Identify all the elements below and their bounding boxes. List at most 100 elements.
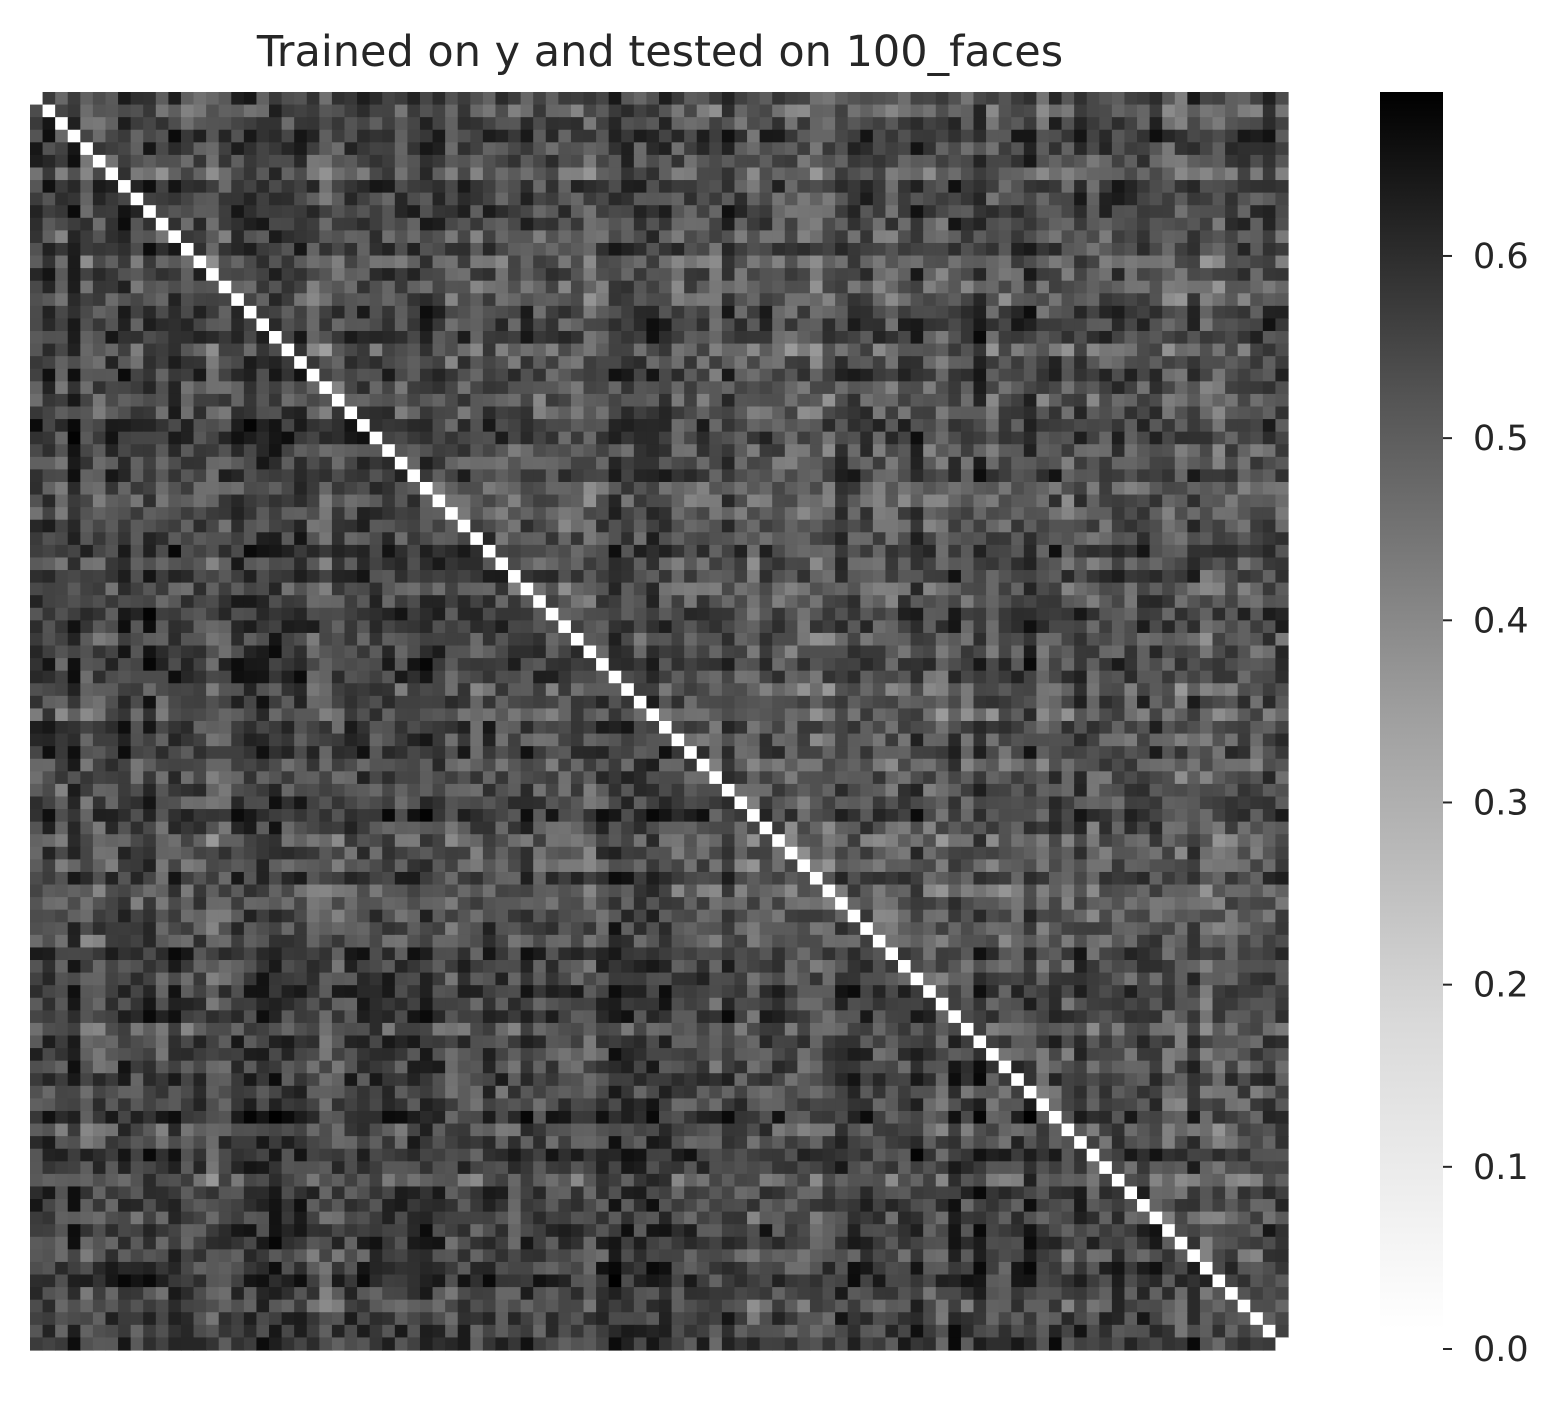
heatmap-cell [193,670,207,684]
heatmap-cell [960,632,975,647]
heatmap-cell [596,695,610,710]
heatmap-cell [143,607,157,621]
heatmap-cell [1011,431,1025,445]
heatmap-cell [684,557,698,571]
heatmap-cell [306,620,320,634]
heatmap-cell [92,167,107,181]
heatmap-cell [1149,431,1163,445]
heatmap-cell [747,293,761,307]
heatmap-cell [80,217,94,231]
heatmap-cell [835,242,849,257]
heatmap-cell [596,268,610,282]
heatmap-cell [331,708,346,722]
heatmap-cell [218,695,232,710]
heatmap-cell [1137,331,1151,345]
heatmap-cell [369,481,383,496]
heatmap-cell [533,154,547,169]
heatmap-cell [986,620,1000,634]
heatmap-cell [709,494,723,508]
heatmap-cell [1199,695,1214,710]
heatmap-cell [948,481,962,496]
heatmap-cell [860,129,874,143]
heatmap-cell [822,180,836,194]
heatmap-cell [558,142,572,156]
heatmap-cell [130,695,144,710]
heatmap-cell [394,104,408,118]
heatmap-cell [180,695,195,710]
heatmap-cell [986,406,1000,420]
heatmap-cell [1199,331,1214,345]
heatmap-cell [709,117,723,131]
heatmap-cell [180,343,195,357]
heatmap-cell [1061,683,1075,697]
heatmap-cell [30,368,44,382]
heatmap-cell [495,683,509,697]
heatmap-cell [407,570,421,584]
heatmap-cell [419,255,434,269]
heatmap-cell [721,683,736,697]
heatmap-cell [1137,557,1151,571]
heatmap-cell [621,92,635,106]
heatmap-cell [696,280,710,294]
heatmap-cell [306,368,320,382]
heatmap-cell [319,154,333,169]
heatmap-cell [860,519,874,533]
heatmap-cell [382,557,396,571]
heatmap-cell [1074,356,1088,370]
heatmap-cell [1174,129,1188,143]
heatmap-cell [445,620,459,634]
heatmap-cell [130,595,144,609]
heatmap-cell [432,154,446,169]
heatmap-cell [155,280,169,294]
heatmap-cell [118,180,132,194]
heatmap-cell [407,305,421,320]
heatmap-cell [1250,318,1264,332]
heatmap-cell [168,230,182,244]
heatmap-cell [495,192,509,206]
heatmap-cell [721,104,736,118]
heatmap-cell [1187,343,1201,357]
heatmap-cell [180,205,195,219]
heatmap-cell [1162,117,1176,131]
heatmap-cell [583,419,597,433]
heatmap-cell [960,456,975,470]
heatmap-cell [331,607,346,621]
heatmap-cell [960,255,975,269]
heatmap-cell [294,331,308,345]
heatmap-cell [482,356,497,370]
heatmap-cell [734,595,748,609]
heatmap-cell [872,456,887,470]
heatmap-cell [596,154,610,169]
heatmap-cell [809,154,824,169]
heatmap-cell [432,632,446,647]
heatmap-cell [558,368,572,382]
heatmap-cell [294,368,308,382]
heatmap-cell [835,431,849,445]
heatmap-cell [155,305,169,320]
heatmap-cell [243,293,258,307]
heatmap-cell [419,381,434,395]
heatmap-cell [369,368,383,382]
heatmap-cell [809,582,824,596]
heatmap-cell [306,645,320,659]
heatmap-cell [998,242,1012,257]
heatmap-cell [331,519,346,533]
heatmap-cell [1174,481,1188,496]
heatmap-cell [1137,217,1151,231]
heatmap-cell [1011,532,1025,546]
heatmap-cell [1124,381,1138,395]
heatmap-cell [457,620,471,634]
heatmap-cell [357,393,371,408]
heatmap-cell [457,683,471,697]
heatmap-cell [105,318,119,332]
heatmap-cell [1011,154,1025,169]
heatmap-cell [118,167,132,181]
heatmap-cell [797,343,811,357]
heatmap-cell [1011,142,1025,156]
heatmap-cell [860,230,874,244]
heatmap-cell [759,180,773,194]
heatmap-cell [809,343,824,357]
heatmap-cell [583,494,597,508]
heatmap-cell [1225,117,1239,131]
heatmap-cell [621,192,635,206]
